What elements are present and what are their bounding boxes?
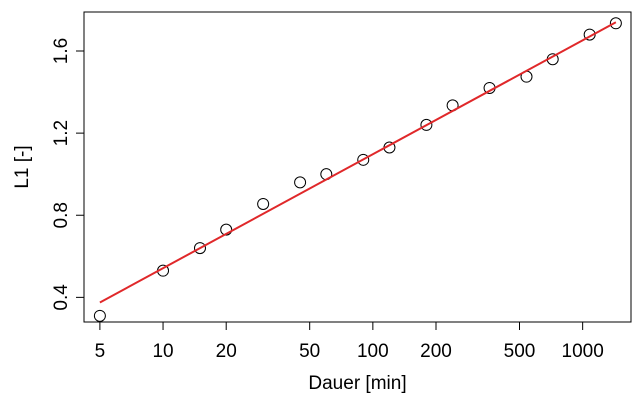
data-point <box>357 153 370 166</box>
data-point <box>609 17 622 30</box>
data-point <box>193 242 206 255</box>
y-axis: 0.4 0.8 1.2 1.6 <box>51 38 84 311</box>
x-tick-label: 100 <box>357 341 389 362</box>
data-point <box>220 223 233 236</box>
y-axis-label: L1 [-] <box>12 145 33 188</box>
y-tick-label: 1.2 <box>51 120 72 146</box>
x-tick-label: 20 <box>216 341 237 362</box>
x-tick-label: 50 <box>299 341 320 362</box>
x-axis-label: Dauer [min] <box>308 373 406 394</box>
x-tick-label: 500 <box>504 341 536 362</box>
data-point <box>420 118 433 131</box>
y-tick-label: 0.4 <box>51 284 72 311</box>
y-tick-label: 0.8 <box>51 202 72 228</box>
x-tick-label: 5 <box>95 341 106 362</box>
regression-line <box>99 21 617 304</box>
y-tick-label: 1.6 <box>51 38 72 64</box>
x-tick-label: 1000 <box>562 341 604 362</box>
data-point <box>294 176 307 189</box>
data-point <box>93 309 106 322</box>
x-tick-label: 10 <box>152 341 173 362</box>
data-point <box>257 197 270 210</box>
x-axis: 5 10 20 50 100 200 500 1000 <box>95 322 604 362</box>
x-tick-label: 200 <box>420 341 452 362</box>
plot-frame <box>83 11 632 323</box>
